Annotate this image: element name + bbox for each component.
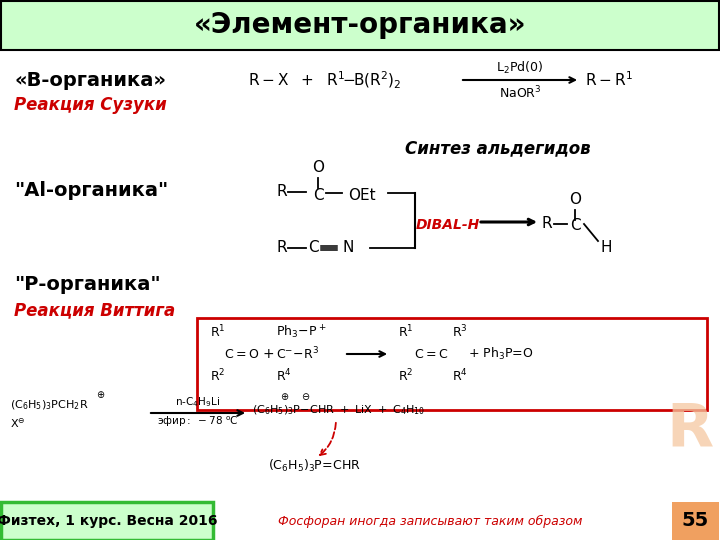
- Text: R: R: [541, 217, 552, 232]
- Text: $\mathsf{R^1}$: $\mathsf{R^1}$: [398, 323, 413, 340]
- Text: $\mathsf{R^2}$: $\mathsf{R^2}$: [398, 368, 413, 384]
- Text: $\mathsf{Ph_3\!-\!P^+}$: $\mathsf{Ph_3\!-\!P^+}$: [276, 323, 327, 341]
- Text: C: C: [307, 240, 318, 255]
- Text: $\mathsf{+\ Ph_3P\!=\!O}$: $\mathsf{+\ Ph_3P\!=\!O}$: [468, 346, 534, 362]
- Text: $\mathsf{R-X \ \ + \ \ R^1\!\!-\!\!B(R^2)_2}$: $\mathsf{R-X \ \ + \ \ R^1\!\!-\!\!B(R^2…: [248, 70, 401, 91]
- Text: R: R: [276, 185, 287, 199]
- Text: 55: 55: [681, 511, 708, 530]
- Text: $\oplus$: $\oplus$: [280, 392, 289, 402]
- Text: Реакция Виттига: Реакция Виттига: [14, 301, 175, 319]
- Text: $\mathsf{NaOR^3}$: $\mathsf{NaOR^3}$: [499, 85, 541, 102]
- Text: $\mathsf{R^1}$: $\mathsf{R^1}$: [210, 323, 225, 340]
- Text: $\mathsf{(C_6H_5)_3P\!-\!CHR\ +\ LiX\ +\ C_4H_{10}}$: $\mathsf{(C_6H_5)_3P\!-\!CHR\ +\ LiX\ +\…: [252, 403, 425, 417]
- Bar: [197, 318, 707, 410]
- Text: $\mathsf{L_2Pd(0)}$: $\mathsf{L_2Pd(0)}$: [497, 60, 544, 76]
- Text: H: H: [600, 240, 611, 255]
- Bar: [1, 502, 213, 540]
- Text: $\mathsf{n\text{-}C_4H_9Li}$: $\mathsf{n\text{-}C_4H_9Li}$: [176, 395, 220, 409]
- Text: Реакция Сузуки: Реакция Сузуки: [14, 96, 167, 114]
- Text: $\mathsf{R^2}$: $\mathsf{R^2}$: [210, 368, 225, 384]
- Text: C: C: [312, 187, 323, 202]
- Text: "Р-органика": "Р-органика": [14, 275, 161, 294]
- Bar: [1, 1, 719, 50]
- Text: R: R: [667, 401, 714, 460]
- Text: $\mathsf{R^4}$: $\mathsf{R^4}$: [452, 368, 468, 384]
- Text: N: N: [342, 240, 354, 255]
- Text: +: +: [262, 347, 274, 361]
- Text: C: C: [570, 219, 580, 233]
- Text: $\mathsf{X^{\ominus}}$: $\mathsf{X^{\ominus}}$: [10, 416, 25, 430]
- Text: $\mathsf{(C_6H_5)_3P\!=\!CHR}$: $\mathsf{(C_6H_5)_3P\!=\!CHR}$: [268, 458, 361, 474]
- Text: DIBAL-H: DIBAL-H: [416, 218, 480, 232]
- Text: «Элемент-органика»: «Элемент-органика»: [194, 11, 526, 39]
- Text: Физтех, 1 курс. Весна 2016: Физтех, 1 курс. Весна 2016: [0, 514, 217, 528]
- Text: $\mathsf{R^3}$: $\mathsf{R^3}$: [452, 323, 468, 340]
- Text: $\mathsf{C=O}$: $\mathsf{C=O}$: [224, 348, 259, 361]
- Text: $\ominus$: $\ominus$: [301, 392, 310, 402]
- Text: Фосфоран иногда записывают таким образом: Фосфоран иногда записывают таким образом: [278, 515, 582, 528]
- Text: $\mathsf{эфир:\ -78\ ^oC}$: $\mathsf{эфир:\ -78\ ^oC}$: [157, 415, 239, 429]
- Text: O: O: [569, 192, 581, 207]
- Text: $\oplus$: $\oplus$: [96, 388, 105, 400]
- Text: $\mathsf{(C_6H_5)_3PCH_2R}$: $\mathsf{(C_6H_5)_3PCH_2R}$: [10, 398, 89, 412]
- Text: $\mathsf{R-R^1}$: $\mathsf{R-R^1}$: [585, 71, 633, 89]
- Text: $\mathsf{R^4}$: $\mathsf{R^4}$: [276, 368, 292, 384]
- Text: O: O: [312, 160, 324, 176]
- Text: $\mathsf{C^{-}\!-\!R^3}$: $\mathsf{C^{-}\!-\!R^3}$: [276, 346, 320, 362]
- Text: OEt: OEt: [348, 187, 376, 202]
- Text: Синтез альдегидов: Синтез альдегидов: [405, 139, 590, 157]
- Bar: [672, 502, 719, 540]
- Text: R: R: [276, 240, 287, 255]
- Text: «В-органика»: «В-органика»: [14, 71, 166, 90]
- Text: "Al-органика": "Al-органика": [14, 180, 168, 199]
- Text: $\mathsf{C=C}$: $\mathsf{C=C}$: [414, 348, 448, 361]
